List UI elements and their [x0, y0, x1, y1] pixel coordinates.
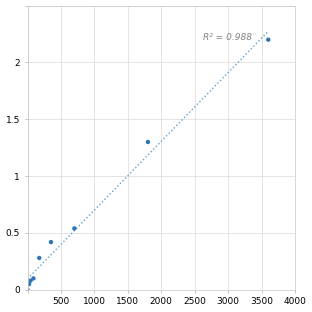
- Point: [28, 278, 33, 283]
- Point: [25, 287, 30, 292]
- Text: R² = 0.988: R² = 0.988: [203, 33, 252, 42]
- Point: [72, 226, 77, 231]
- Point: [27, 282, 32, 287]
- Point: [145, 139, 150, 144]
- Point: [37, 256, 42, 261]
- Point: [48, 240, 53, 245]
- Point: [266, 37, 271, 42]
- Point: [31, 276, 36, 281]
